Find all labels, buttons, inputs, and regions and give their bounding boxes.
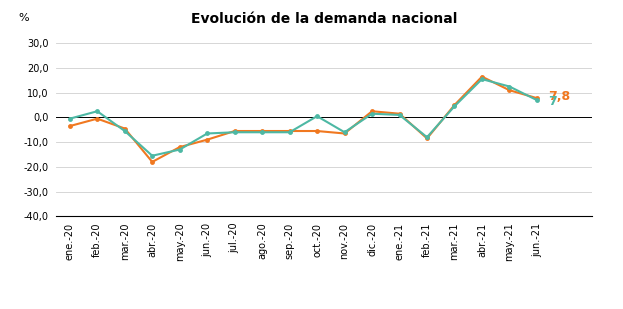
% Demanda bruta (121, 127, 128, 130)
Text: %: % (19, 14, 29, 23)
% Demanda bruta (204, 138, 211, 142)
% Demanda corregida (204, 132, 211, 135)
% Demanda corregida (176, 148, 183, 151)
% Demanda bruta (148, 160, 156, 164)
Line: % Demanda bruta: % Demanda bruta (67, 74, 540, 164)
Text: 7,8: 7,8 (548, 91, 570, 104)
Text: 7: 7 (548, 95, 556, 108)
% Demanda corregida (396, 113, 403, 117)
% Demanda corregida (313, 114, 321, 118)
% Demanda corregida (341, 130, 348, 134)
% Demanda bruta (259, 129, 266, 133)
% Demanda bruta (231, 129, 239, 133)
% Demanda bruta (341, 132, 348, 135)
% Demanda bruta (506, 88, 513, 92)
% Demanda bruta (396, 112, 403, 116)
% Demanda bruta (93, 117, 101, 121)
% Demanda corregida (423, 135, 430, 139)
% Demanda corregida (286, 130, 293, 134)
% Demanda corregida (506, 85, 513, 88)
Line: % Demanda corregida: % Demanda corregida (67, 77, 540, 158)
% Demanda corregida (259, 130, 266, 134)
% Demanda bruta (286, 129, 293, 133)
% Demanda bruta (478, 75, 486, 78)
% Demanda corregida (450, 104, 458, 108)
% Demanda corregida (148, 154, 156, 158)
% Demanda bruta (368, 109, 376, 113)
Title: Evolución de la demanda nacional: Evolución de la demanda nacional (191, 11, 457, 26)
% Demanda bruta (450, 103, 458, 107)
% Demanda bruta (176, 145, 183, 149)
% Demanda bruta (313, 129, 321, 133)
% Demanda corregida (231, 130, 239, 134)
% Demanda bruta (533, 96, 541, 100)
% Demanda corregida (533, 98, 541, 102)
% Demanda corregida (478, 77, 486, 81)
% Demanda corregida (121, 129, 128, 133)
% Demanda corregida (368, 112, 376, 116)
% Demanda bruta (423, 137, 430, 140)
% Demanda corregida (66, 117, 74, 121)
% Demanda bruta (66, 124, 74, 128)
% Demanda corregida (93, 109, 101, 113)
